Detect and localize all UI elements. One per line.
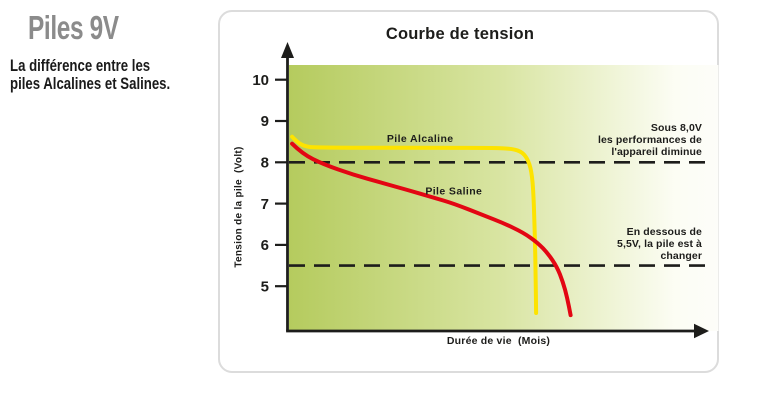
y-tick-label: 5 xyxy=(261,278,269,295)
y-axis-arrow-icon xyxy=(281,42,294,58)
plot-area xyxy=(289,65,719,331)
page-title: Piles 9V xyxy=(28,9,119,46)
x-axis-title: Durée de vie (Mois) xyxy=(446,335,551,347)
pile-alcaline-label: Pile Alcaline xyxy=(387,133,454,145)
threshold-5v5-annotation: En dessous de 5,5V, la pile est à change… xyxy=(617,225,702,262)
y-axis-title: Tension de la pile (Volt) xyxy=(233,146,245,268)
pile-saline-label: Pile Saline xyxy=(425,186,482,198)
y-tick-label: 7 xyxy=(261,196,269,213)
y-tick-label: 9 xyxy=(261,113,269,130)
y-tick-label: 6 xyxy=(261,237,269,254)
y-tick-label: 10 xyxy=(252,72,269,89)
page-subtitle: La différence entre les piles Alcalines … xyxy=(10,57,171,93)
x-axis-arrow-icon xyxy=(694,323,709,339)
pile-alcaline-curve xyxy=(290,134,539,315)
voltage-chart: 10 9 8 7 6 5 Pile Alcaline Pile Saline xyxy=(252,42,719,339)
chart-card: 10 9 8 7 6 5 Pile Alcaline Pile Saline Courbe d… xyxy=(218,10,719,373)
pile-saline-curve xyxy=(290,141,573,318)
threshold-8v-annotation: Sous 8,0V les performances de l'appareil… xyxy=(597,122,702,159)
chart-title: Courbe de tension xyxy=(385,25,535,43)
y-tick-label: 8 xyxy=(261,155,269,172)
